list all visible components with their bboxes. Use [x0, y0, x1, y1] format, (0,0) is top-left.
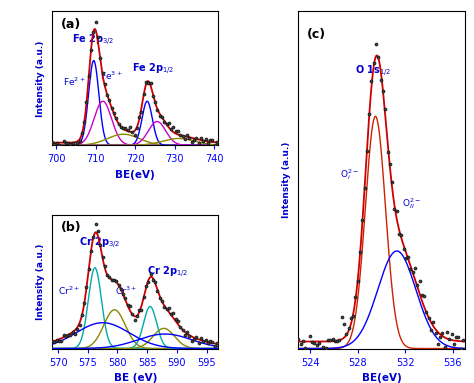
Text: Cr$^{2+}$: Cr$^{2+}$ [58, 285, 80, 297]
Text: Fe 2p$_{1/2}$: Fe 2p$_{1/2}$ [132, 62, 174, 77]
Text: (b): (b) [61, 221, 81, 234]
Text: O$_i^{2-}$: O$_i^{2-}$ [340, 167, 359, 182]
Text: Fe 2p$_{3/2}$: Fe 2p$_{3/2}$ [73, 33, 115, 47]
Text: Fe$^{2+}$: Fe$^{2+}$ [63, 75, 85, 88]
Y-axis label: Intensity (a.u.): Intensity (a.u.) [36, 40, 45, 116]
Text: O 1s$_{1/2}$: O 1s$_{1/2}$ [355, 64, 392, 79]
Y-axis label: Intensity (a.u.): Intensity (a.u.) [282, 142, 291, 218]
Text: Fe$^{3+}$: Fe$^{3+}$ [100, 70, 123, 82]
Text: Cr 2p$_{3/2}$: Cr 2p$_{3/2}$ [79, 236, 120, 251]
Text: Cr$^{3+}$: Cr$^{3+}$ [115, 285, 137, 297]
X-axis label: BE(eV): BE(eV) [362, 373, 401, 383]
Y-axis label: Intensity (a.u.): Intensity (a.u.) [36, 244, 45, 320]
Text: O$_{II}^{2-}$: O$_{II}^{2-}$ [401, 196, 420, 211]
Text: (c): (c) [307, 28, 326, 41]
X-axis label: BE(eV): BE(eV) [115, 170, 155, 180]
X-axis label: BE (eV): BE (eV) [114, 373, 157, 383]
Text: Cr 2p$_{1/2}$: Cr 2p$_{1/2}$ [147, 265, 189, 280]
Text: (a): (a) [61, 18, 81, 31]
